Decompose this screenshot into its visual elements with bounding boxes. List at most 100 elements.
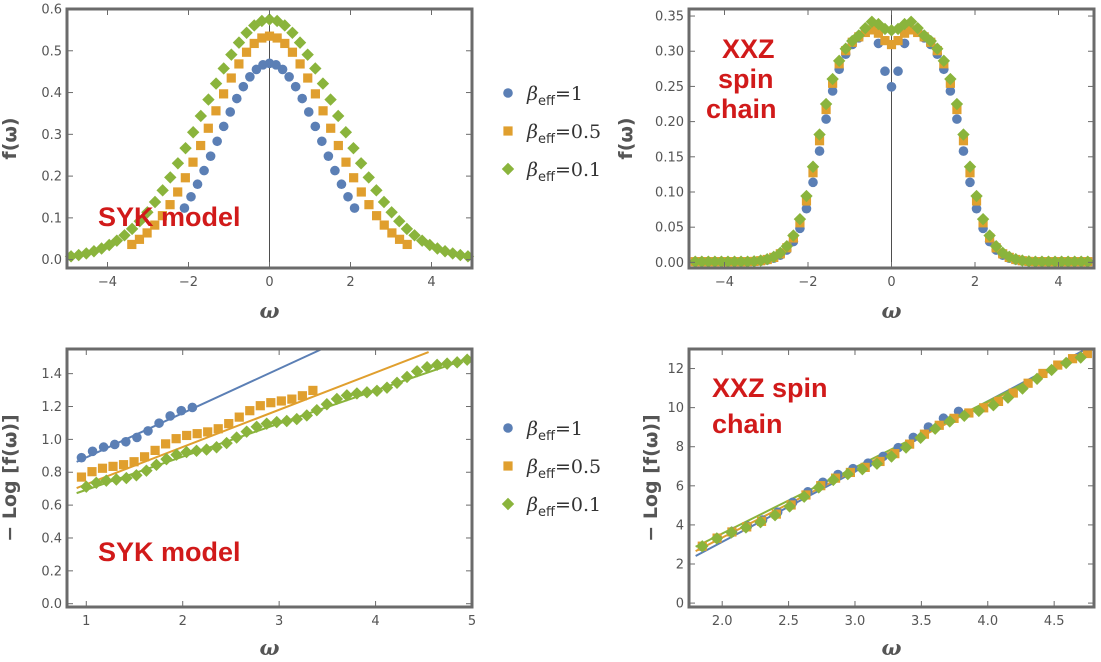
x-axis-label: ω [260, 298, 280, 323]
data-point [249, 38, 259, 49]
data-point [324, 93, 337, 106]
data-point [187, 402, 198, 413]
data-point [142, 228, 152, 238]
data-point [1003, 250, 1016, 264]
data-point [165, 411, 175, 421]
y-tick-label: 2 [676, 558, 684, 573]
data-point [1074, 351, 1087, 364]
data-point [287, 394, 297, 404]
data-point [308, 385, 318, 396]
data-point [203, 123, 213, 133]
data-point [420, 360, 434, 374]
data-point [323, 151, 334, 161]
data-point [787, 229, 800, 242]
data-point [360, 386, 374, 399]
data-point [721, 255, 735, 268]
data-point [179, 141, 192, 155]
x-tick-label: −4 [715, 275, 734, 290]
data-point [240, 425, 253, 438]
data-point [970, 189, 983, 203]
data-point [460, 353, 474, 366]
x-tick-label: 4 [1054, 275, 1062, 290]
x-tick-label: −2 [798, 275, 817, 290]
data-point [290, 81, 301, 92]
data-point [90, 476, 103, 489]
data-point [430, 358, 444, 372]
data-point [297, 93, 308, 104]
y-tick-label: 0.30 [655, 45, 684, 60]
data-point [310, 121, 321, 132]
data-point [364, 200, 374, 210]
y-tick-label: 12 [667, 362, 684, 377]
y-tick-label: 0.0 [41, 597, 62, 612]
data-point [911, 21, 924, 35]
legend-label: βeff=0.5 [526, 121, 601, 147]
y-axis-label: − Log [f(ω)] [0, 414, 21, 541]
x-tick-label: 5 [468, 614, 476, 629]
data-point [914, 431, 927, 444]
data-point [200, 443, 213, 456]
data-point [278, 19, 291, 32]
data-point [821, 114, 831, 124]
data-point [808, 177, 818, 188]
data-point [702, 255, 715, 268]
data-point [958, 146, 969, 156]
y-tick-label: 10 [667, 401, 684, 416]
data-point [827, 473, 840, 487]
data-point [213, 424, 223, 434]
data-point [983, 229, 996, 242]
data-point [143, 426, 153, 436]
data-point [300, 409, 314, 422]
data-point [190, 444, 203, 457]
data-point [301, 48, 314, 61]
data-point [1059, 356, 1073, 370]
data-point [801, 203, 812, 214]
data-point [1045, 363, 1058, 377]
data-point [370, 184, 383, 197]
y-tick-label: 0.1 [41, 211, 62, 226]
data-point [885, 450, 898, 463]
x-tick-label: 2.5 [778, 614, 799, 629]
data-point [1016, 382, 1029, 395]
data-point [754, 254, 767, 267]
data-point [343, 191, 353, 202]
data-point [171, 434, 181, 444]
data-point [331, 109, 345, 123]
data-point [333, 140, 343, 151]
x-tick-label: 3 [275, 614, 283, 629]
data-point [180, 173, 190, 183]
data-point [97, 463, 108, 473]
data-point [372, 211, 382, 221]
data-point [1053, 360, 1063, 370]
data-point [218, 121, 229, 132]
y-tick-label: 0.3 [41, 128, 62, 143]
data-point [108, 461, 118, 471]
y-tick-label: 8 [676, 440, 684, 455]
x-tick-label: 1 [82, 614, 90, 629]
data-point [154, 418, 164, 428]
data-point [132, 432, 142, 443]
data-point [336, 179, 347, 190]
legend-top: βeff=1 βeff=0.5 βeff=0.1 [501, 83, 601, 185]
data-point [886, 82, 897, 92]
data-point [277, 64, 288, 75]
data-point [234, 59, 244, 69]
data-point [225, 48, 238, 61]
data-point [880, 66, 890, 77]
data-point [734, 255, 748, 268]
data-point [100, 474, 113, 487]
data-point [873, 28, 884, 38]
data-point [280, 38, 290, 49]
data-point [148, 195, 162, 209]
data-point [284, 71, 294, 82]
y-tick-label: 0.00 [655, 256, 684, 271]
chart-syk-top: −4 −2 0 2 4 0.0 0.1 0.2 0.3 0.4 0.5 0.6 ω f(ω) SYK mod… [0, 3, 475, 323]
data-point [813, 128, 826, 141]
y-tick-label: 1.4 [41, 367, 62, 382]
data-point [103, 238, 116, 252]
data-point [937, 54, 951, 68]
data-point [812, 481, 825, 494]
data-point [186, 191, 196, 202]
data-point [768, 509, 782, 522]
data-point [891, 22, 905, 36]
